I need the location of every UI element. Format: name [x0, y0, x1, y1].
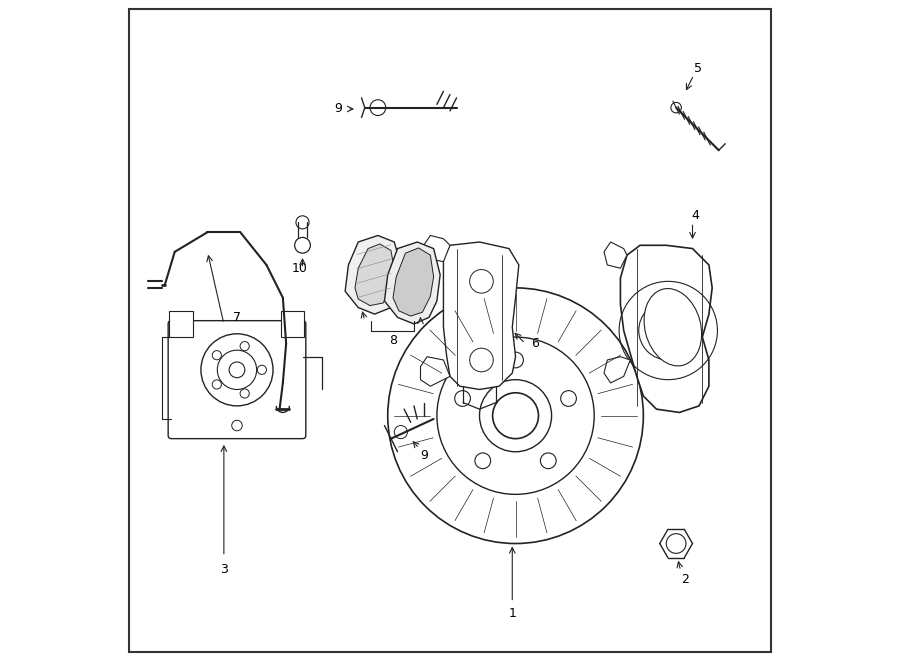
- Polygon shape: [424, 235, 450, 262]
- Ellipse shape: [644, 289, 702, 366]
- Polygon shape: [345, 235, 400, 314]
- Text: 9: 9: [334, 102, 342, 116]
- Polygon shape: [393, 248, 434, 316]
- Text: 1: 1: [508, 607, 517, 620]
- FancyBboxPatch shape: [168, 321, 306, 439]
- Text: 6: 6: [531, 337, 539, 350]
- Polygon shape: [604, 357, 630, 383]
- Polygon shape: [620, 245, 712, 412]
- Bar: [281, 311, 304, 337]
- Polygon shape: [444, 242, 518, 389]
- Text: 10: 10: [292, 262, 307, 275]
- Polygon shape: [384, 242, 440, 324]
- Text: 3: 3: [220, 563, 228, 576]
- Text: 5: 5: [695, 62, 702, 75]
- Polygon shape: [355, 244, 394, 305]
- Polygon shape: [604, 242, 627, 268]
- Polygon shape: [420, 357, 450, 386]
- Text: 2: 2: [680, 573, 688, 586]
- Bar: [169, 311, 194, 337]
- Text: 8: 8: [389, 334, 397, 347]
- Text: 9: 9: [419, 449, 428, 461]
- Text: 7: 7: [233, 311, 241, 324]
- Text: 4: 4: [692, 210, 699, 222]
